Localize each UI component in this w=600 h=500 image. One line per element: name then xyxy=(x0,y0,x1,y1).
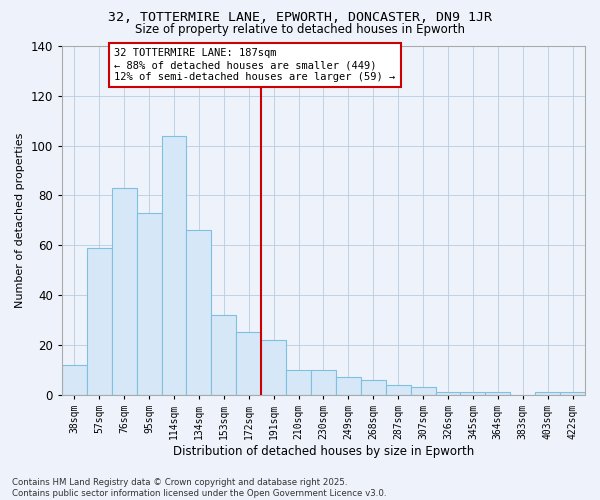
Bar xyxy=(286,370,311,394)
Bar xyxy=(187,230,211,394)
Bar xyxy=(161,136,187,394)
Bar xyxy=(535,392,560,394)
Y-axis label: Number of detached properties: Number of detached properties xyxy=(15,132,25,308)
Bar xyxy=(112,188,137,394)
Bar xyxy=(386,384,410,394)
Bar xyxy=(410,387,436,394)
Bar xyxy=(236,332,261,394)
Bar xyxy=(460,392,485,394)
Bar xyxy=(62,365,87,394)
Text: 32, TOTTERMIRE LANE, EPWORTH, DONCASTER, DN9 1JR: 32, TOTTERMIRE LANE, EPWORTH, DONCASTER,… xyxy=(108,11,492,24)
Bar xyxy=(336,377,361,394)
Bar xyxy=(436,392,460,394)
Bar xyxy=(87,248,112,394)
Bar xyxy=(211,315,236,394)
Bar xyxy=(560,392,585,394)
Text: Contains HM Land Registry data © Crown copyright and database right 2025.
Contai: Contains HM Land Registry data © Crown c… xyxy=(12,478,386,498)
Text: 32 TOTTERMIRE LANE: 187sqm
← 88% of detached houses are smaller (449)
12% of sem: 32 TOTTERMIRE LANE: 187sqm ← 88% of deta… xyxy=(114,48,395,82)
Bar xyxy=(311,370,336,394)
Bar xyxy=(485,392,510,394)
Bar xyxy=(137,213,161,394)
Bar xyxy=(361,380,386,394)
Bar xyxy=(261,340,286,394)
Text: Size of property relative to detached houses in Epworth: Size of property relative to detached ho… xyxy=(135,22,465,36)
X-axis label: Distribution of detached houses by size in Epworth: Distribution of detached houses by size … xyxy=(173,444,474,458)
